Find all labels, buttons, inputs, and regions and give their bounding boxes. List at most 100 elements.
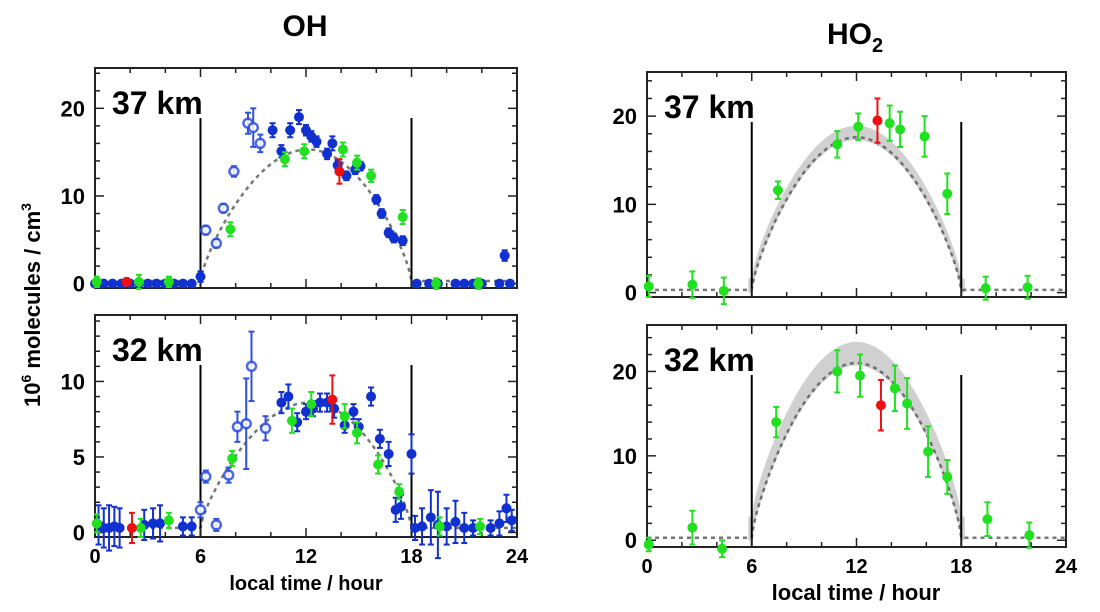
marker: [339, 411, 350, 422]
data-point-green: [889, 364, 900, 413]
data-point-filled: [348, 403, 359, 421]
marker-open: [210, 237, 223, 250]
marker: [506, 515, 517, 526]
marker: [373, 459, 384, 470]
data-point-filled: [311, 135, 322, 148]
data-point-green: [299, 143, 310, 160]
altitude-label: 32 km: [112, 332, 203, 368]
data-point-filled: [424, 278, 435, 289]
y-tick-label: 5: [73, 445, 85, 470]
data-point-red: [872, 97, 883, 144]
marker: [91, 276, 102, 287]
marker: [371, 194, 382, 205]
marker: [121, 276, 132, 287]
x-tick-label: 18: [950, 556, 972, 578]
data-point-filled: [411, 278, 422, 289]
marker: [135, 522, 146, 533]
marker: [919, 131, 930, 142]
data-point-green: [351, 421, 362, 445]
x-tick-label: 12: [295, 546, 317, 568]
data-point-green: [772, 180, 783, 201]
data-point-filled: [186, 278, 197, 289]
data-point-filled: [177, 516, 188, 537]
marker: [151, 278, 162, 289]
data-point-green: [91, 275, 102, 289]
data-point-green: [366, 168, 377, 183]
ylabel-rest: molecules / cm: [20, 211, 45, 375]
model-uncertainty-band: [748, 125, 965, 293]
data-point-filled: [276, 391, 287, 415]
data-point-green: [853, 112, 864, 141]
marker: [1024, 530, 1035, 541]
model-curve: [95, 401, 517, 530]
marker: [980, 283, 991, 294]
data-point-green: [473, 277, 484, 290]
x-tick-label: 12: [845, 556, 867, 578]
marker: [227, 453, 238, 464]
marker: [450, 278, 461, 289]
data-point-filled: [148, 507, 159, 540]
marker-open: [222, 469, 235, 481]
data-point-green: [1022, 274, 1033, 300]
data-point-green: [397, 208, 408, 226]
marker: [417, 521, 428, 532]
title-oh: OH: [283, 10, 328, 43]
data-point-filled: [177, 278, 188, 289]
y-tick-label: 10: [613, 192, 637, 217]
marker: [327, 394, 338, 405]
x-axis-label-left: local time / hour: [229, 573, 383, 595]
data-point-green: [643, 536, 654, 553]
data-point-filled: [417, 507, 428, 546]
marker: [279, 154, 290, 165]
marker: [475, 521, 486, 532]
data-point-filled: [327, 135, 338, 152]
marker: [872, 115, 883, 126]
data-point-green: [832, 349, 843, 394]
data-point-green: [718, 276, 729, 306]
x-tick-label: 0: [89, 546, 100, 568]
marker: [923, 446, 934, 457]
marker: [884, 118, 895, 129]
marker: [163, 276, 174, 287]
data-point-filled: [186, 516, 197, 537]
data-point-filled: [450, 499, 461, 545]
data-point-filled: [376, 208, 387, 219]
marker: [643, 539, 654, 550]
marker-open: [228, 165, 240, 178]
marker: [133, 276, 144, 287]
data-point-green: [687, 509, 698, 546]
marker-open: [200, 224, 212, 236]
marker-open: [210, 519, 223, 531]
data-point-filled: [371, 194, 382, 205]
x-tick-label: 6: [746, 556, 757, 578]
data-point-filled: [504, 278, 515, 289]
marker: [286, 415, 297, 426]
data-point-filled: [406, 433, 417, 475]
ylabel-sup2: 3: [18, 203, 34, 211]
marker: [366, 391, 377, 402]
data-point-open: [228, 165, 240, 178]
data-point-filled: [459, 278, 470, 289]
marker: [225, 224, 236, 235]
marker: [875, 400, 886, 411]
data-point-filled: [506, 508, 517, 532]
marker: [267, 125, 278, 136]
data-point-red: [121, 276, 132, 287]
marker: [431, 278, 442, 289]
data-point-open: [245, 330, 258, 403]
marker: [322, 148, 333, 159]
data-point-open: [210, 517, 223, 532]
marker: [494, 278, 505, 289]
marker: [494, 518, 505, 529]
data-point-open: [240, 377, 252, 471]
model-curve: [95, 148, 517, 283]
data-point-green: [163, 511, 174, 529]
marker: [177, 278, 188, 289]
marker: [504, 278, 515, 289]
marker: [411, 278, 422, 289]
data-point-filled: [293, 109, 304, 126]
marker: [107, 278, 118, 289]
data-point-filled: [383, 440, 394, 468]
marker: [285, 125, 296, 136]
